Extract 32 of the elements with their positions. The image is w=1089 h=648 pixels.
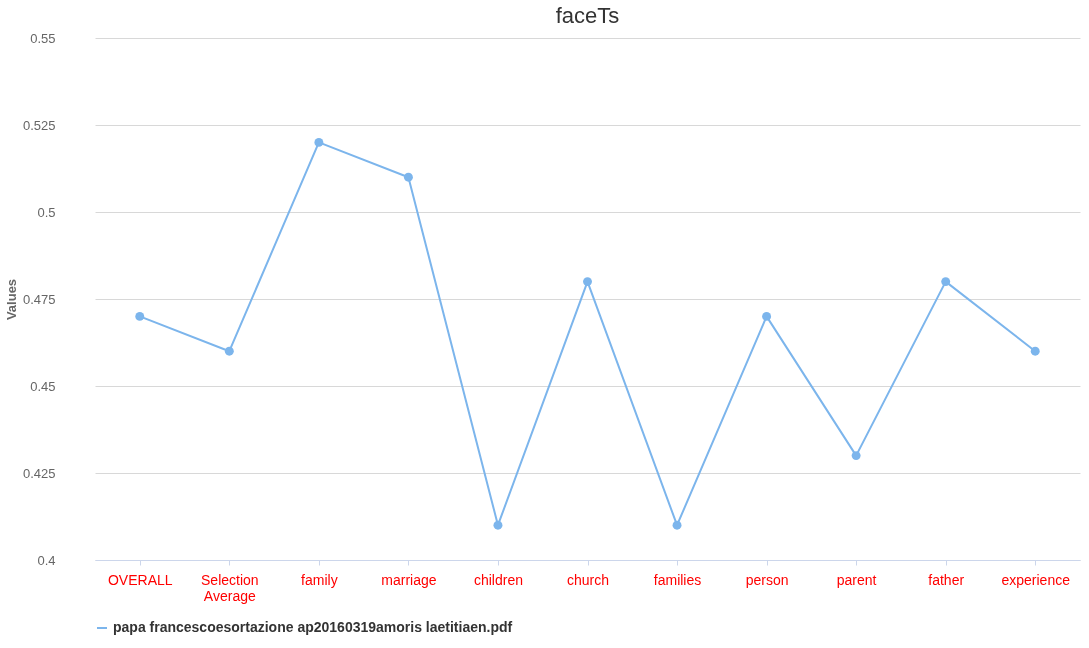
y-tick-label: 0.425 xyxy=(22,465,56,481)
point xyxy=(672,520,682,530)
x-tick-label: OVERALL xyxy=(107,571,173,588)
y-tick-label: 0.525 xyxy=(22,117,56,133)
x-tick-label: church xyxy=(566,571,610,588)
x-tick-label: person xyxy=(745,571,789,588)
chart-title: faceTs xyxy=(555,3,620,28)
y-tick-label: 0.45 xyxy=(30,378,56,394)
point xyxy=(224,346,234,356)
x-tick-label: family xyxy=(301,571,338,588)
point xyxy=(941,277,951,287)
point xyxy=(314,137,324,147)
y-axis-title: Values xyxy=(3,278,19,321)
y-tick-label: 0.475 xyxy=(22,291,56,307)
point xyxy=(583,277,592,287)
x-tick-label: father xyxy=(928,571,965,588)
x-tick-label: experience xyxy=(1001,571,1071,588)
x-tick-label: Selection Average xyxy=(201,571,259,604)
point xyxy=(493,520,503,530)
legend-label: papa francescoesortazione ap20160319amoris laetitiaen.pdf xyxy=(113,619,513,635)
y-tick-label: 0.4 xyxy=(37,552,56,568)
y-tick-label: 0.5 xyxy=(37,204,56,220)
x-tick-label: parent xyxy=(836,571,877,588)
point xyxy=(1030,346,1040,356)
point xyxy=(135,311,145,321)
x-tick-label: marriage xyxy=(381,571,437,588)
point xyxy=(851,451,861,461)
point xyxy=(403,172,413,182)
x-tick-label: children xyxy=(473,571,523,588)
x-tick-label: families xyxy=(653,571,702,588)
y-tick-label: 0.55 xyxy=(30,30,56,46)
point xyxy=(762,311,772,321)
